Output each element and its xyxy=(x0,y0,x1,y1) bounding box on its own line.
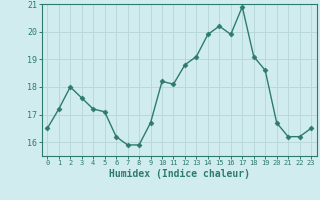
X-axis label: Humidex (Indice chaleur): Humidex (Indice chaleur) xyxy=(109,169,250,179)
